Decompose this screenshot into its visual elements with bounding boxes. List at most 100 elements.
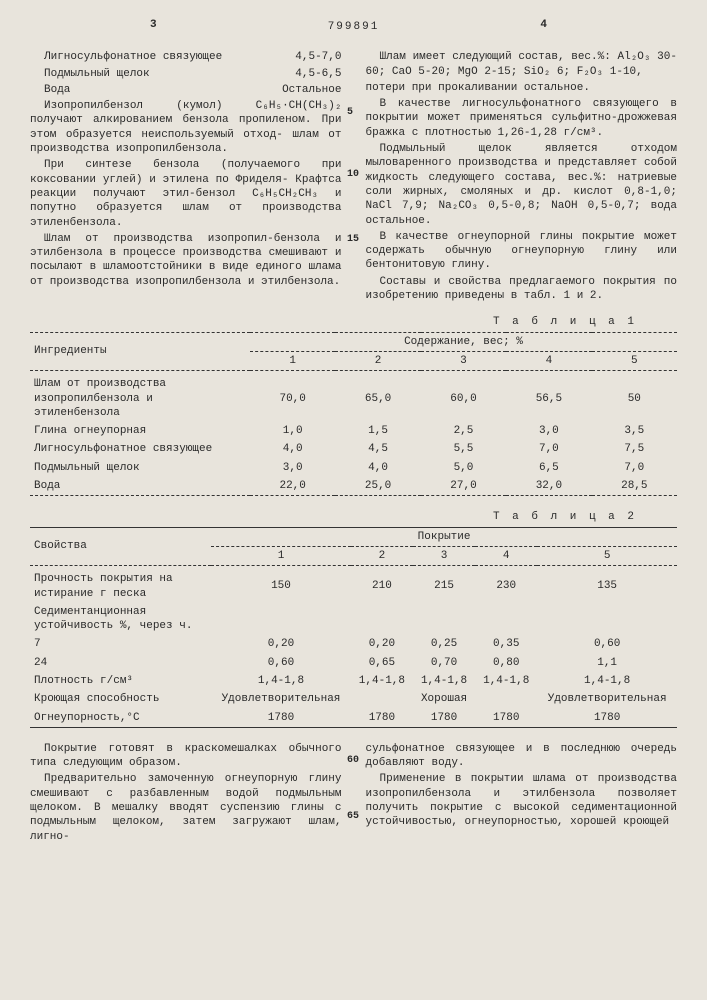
document-number: 799891	[30, 20, 677, 34]
table-cell: 0,35	[475, 635, 537, 653]
line-marker-15: 15	[347, 233, 359, 246]
table-row-sublabel: 7	[30, 635, 211, 653]
table-cell: 4,0	[250, 440, 335, 458]
table-cell: 3,0	[250, 459, 335, 477]
line-marker-10: 10	[347, 168, 359, 181]
page-number-left: 3	[150, 18, 157, 32]
table-cell: 1780	[211, 709, 351, 728]
table-cell: 60,0	[421, 375, 506, 422]
t1-header-main: Содержание, вес; %	[250, 332, 677, 351]
table-cell: 1,0	[250, 422, 335, 440]
table-row-label: Огнеупорность,°С	[30, 709, 211, 728]
bottom-right-p1: сульфонатное связующее и в последнюю оче…	[366, 742, 678, 771]
table-cell: 1,5	[335, 422, 420, 440]
binder-label: Лигносульфонатное связующее	[30, 50, 281, 64]
t1-c3: 3	[421, 351, 506, 370]
table-cell: 50	[592, 375, 677, 422]
table-cell: 1780	[475, 709, 537, 728]
table-cell: 4,0	[335, 459, 420, 477]
table-cell: 0,60	[211, 654, 351, 672]
table-cell: 1,4-1,8	[475, 672, 537, 690]
table-cell: 65,0	[335, 375, 420, 422]
table-cell: 0,60	[537, 635, 677, 653]
table-cell: 0,70	[413, 654, 475, 672]
table-row-sublabel: 24	[30, 654, 211, 672]
right-p1b: потери при прокаливании остальное.	[366, 81, 678, 95]
table-cell: Удовлетворительная	[211, 690, 351, 708]
bottom-right-column: сульфонатное связующее и в последнюю оче…	[366, 740, 678, 846]
table-row-label: Прочность покрытия на истирание г песка	[30, 570, 211, 603]
table-row-label: Подмыльный щелок	[30, 459, 250, 477]
table-cell: 1780	[537, 709, 677, 728]
left-p3: Шлам от производства изопропил-бензола и…	[30, 232, 342, 289]
t1-c2: 2	[335, 351, 420, 370]
table-cell: 3,0	[506, 422, 591, 440]
table-cell: 0,20	[351, 635, 413, 653]
t1-c1: 1	[250, 351, 335, 370]
table-cell: 135	[537, 570, 677, 603]
table-cell: 1780	[413, 709, 475, 728]
table-cell: 2,5	[421, 422, 506, 440]
t2-c3: 3	[413, 546, 475, 565]
table-cell: 32,0	[506, 477, 591, 496]
water-val: Остальное	[268, 83, 341, 97]
lye-label: Подмыльный щелок	[30, 67, 281, 81]
table-cell	[475, 690, 537, 708]
table-cell: 150	[211, 570, 351, 603]
table-cell: 215	[413, 570, 475, 603]
table-cell: 1780	[351, 709, 413, 728]
left-p2: При синтезе бензола (получаемого при кок…	[30, 158, 342, 229]
table2: СвойстваПокрытие 12345 Прочность покрыти…	[30, 527, 677, 732]
table-cell: 5,5	[421, 440, 506, 458]
line-marker-60: 60	[347, 754, 359, 767]
t2-c5: 5	[537, 546, 677, 565]
table-row-label: Лигносульфонатное связующее	[30, 440, 250, 458]
table-cell: 1,4-1,8	[537, 672, 677, 690]
table-cell: 210	[351, 570, 413, 603]
table-row-label: Глина огнеупорная	[30, 422, 250, 440]
table1-label: Т а б л и ц а 1	[30, 315, 637, 329]
t2-header-main: Покрытие	[211, 527, 677, 546]
table2-label: Т а б л и ц а 2	[30, 510, 637, 524]
bottom-left-p1: Покрытие готовят в краскомешалках обычно…	[30, 742, 342, 771]
table-row-label: Плотность г/см³	[30, 672, 211, 690]
t2-header-prop: Свойства	[30, 527, 211, 566]
right-p5: Составы и свойства предлагаемого покрыти…	[366, 275, 678, 304]
line-marker-65: 65	[347, 810, 359, 823]
table-cell: 0,65	[351, 654, 413, 672]
right-p1: Шлам имеет следующий состав, вес.%: Al₂O…	[366, 50, 678, 79]
table1: ИнгредиентыСодержание, вес; % 12345 Шлам…	[30, 332, 677, 501]
t1-c4: 4	[506, 351, 591, 370]
right-p2: В качестве лигносульфонатного связующего…	[366, 97, 678, 140]
table-cell: 28,5	[592, 477, 677, 496]
table-cell: 56,5	[506, 375, 591, 422]
table-cell: 22,0	[250, 477, 335, 496]
table-cell: 5,0	[421, 459, 506, 477]
right-column: Шлам имеет следующий состав, вес.%: Al₂O…	[366, 48, 678, 305]
table-row-label: Седиментанционная устойчивость %, через …	[30, 603, 211, 636]
table-cell: 1,4-1,8	[351, 672, 413, 690]
table-cell: 27,0	[421, 477, 506, 496]
table-cell	[351, 690, 413, 708]
table-cell: 0,25	[413, 635, 475, 653]
table-cell: 1,4-1,8	[211, 672, 351, 690]
table-cell: 1,4-1,8	[413, 672, 475, 690]
t1-header-ing: Ингредиенты	[30, 332, 250, 371]
top-columns: 5 10 15 Лигносульфонатное связующее4,5-7…	[30, 48, 677, 305]
table-cell: 7,5	[592, 440, 677, 458]
table-cell: 25,0	[335, 477, 420, 496]
table-cell: 230	[475, 570, 537, 603]
t2-c2: 2	[351, 546, 413, 565]
table-cell: 3,5	[592, 422, 677, 440]
table-cell: Удовлетворительная	[537, 690, 677, 708]
bottom-left-p2: Предварительно замоченную огнеупорную гл…	[30, 772, 342, 843]
right-p3: Подмыльный щелок является отходом мылова…	[366, 142, 678, 228]
table-cell: 1,1	[537, 654, 677, 672]
t1-c5: 5	[592, 351, 677, 370]
table-cell: Хорошая	[413, 690, 475, 708]
table-row-label: Шлам от производства изопропилбензола и …	[30, 375, 250, 422]
table-row-label: Кроющая способность	[30, 690, 211, 708]
table-cell: 6,5	[506, 459, 591, 477]
t2-c1: 1	[211, 546, 351, 565]
left-column: Лигносульфонатное связующее4,5-7,0 Подмы…	[30, 48, 342, 305]
